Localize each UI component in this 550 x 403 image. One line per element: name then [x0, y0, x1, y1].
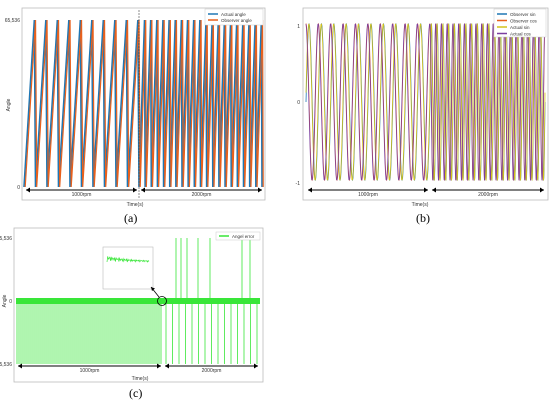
legend-entry: Angel error: [232, 234, 255, 239]
segment-2000rpm-arrow-left: [165, 363, 169, 369]
segment-2000rpm-label-bg: [196, 366, 227, 374]
segment-1000rpm-label-bg: [66, 190, 97, 198]
segment-1000rpm-arrow-left: [308, 187, 312, 193]
segment-2000rpm-arrow-right: [254, 363, 258, 369]
y-axis-label: Angle: [6, 98, 12, 111]
x-axis-label: Time(s): [127, 202, 144, 208]
panel-c-chart: 65,536 0 -65,536 Angle Time(s) 1000rpm 2000rpm…: [0, 227, 264, 383]
segment-2000rpm-arrow-right: [540, 187, 544, 193]
segment-1000rpm-label-bg: [353, 190, 383, 198]
segment-2000rpm-label: 2000rpm: [192, 192, 212, 198]
series-line-actual-cos: [305, 23, 546, 181]
caption-b: (b): [416, 211, 430, 225]
segment-1000rpm-arrow-right: [157, 363, 161, 369]
y-tick-label: 0: [9, 299, 12, 305]
legend-entry: Observer sin: [510, 12, 536, 17]
legend-entry: Actual cos: [510, 32, 532, 37]
x-axis-label: Time(s): [132, 376, 149, 382]
segment-1000rpm-label: 1000rpm: [72, 192, 92, 198]
legend-box: [204, 8, 264, 26]
zoom-inset-trace: [106, 256, 150, 263]
y-tick-label: 0: [17, 185, 20, 191]
x-axis-label: Time(s): [412, 202, 429, 208]
y-tick-label: 0: [297, 100, 300, 106]
error-baseline-band: [16, 298, 260, 304]
legend-box: [215, 231, 261, 241]
series-line-actual-sin: [305, 23, 546, 181]
segment-1000rpm-arrow-left: [18, 363, 22, 369]
legend-entry: Actual angle: [221, 12, 246, 17]
zoom-inset-frame: [102, 246, 154, 290]
legend-entry: Actual sin: [510, 25, 530, 30]
y-axis-label: Angle: [2, 294, 8, 307]
segment-2000rpm-arrow-left: [432, 187, 436, 193]
y-tick-label: -1: [296, 181, 301, 187]
series-line-angel-error: [16, 238, 258, 364]
segment-1000rpm-arrow-left: [26, 187, 30, 193]
segment-2000rpm-arrow-left: [141, 187, 145, 193]
legend: Angel error: [215, 231, 261, 241]
y-tick-label: -65,536: [0, 362, 12, 368]
segment-1000rpm-arrow-right: [424, 187, 428, 193]
caption-c: (c): [129, 386, 143, 400]
segment-1000rpm-label: 1000rpm: [80, 368, 100, 374]
segment-2000rpm-label-bg: [473, 190, 503, 198]
y-tick-label: 1: [297, 24, 300, 30]
y-tick-label: 65,536: [5, 18, 21, 24]
panel-a-chart: 65,536 0 Angle Time(s) 1000rpm 2000rpm Actual …: [5, 7, 266, 208]
segment-2000rpm-label: 2000rpm: [478, 192, 498, 198]
legend-entry: Observer angle: [221, 18, 252, 23]
zoom-marker-circle: [157, 296, 167, 306]
segment-1000rpm-label-bg: [74, 366, 105, 374]
segment-1000rpm-label: 1000rpm: [358, 192, 378, 198]
legend-entry: Observer cos: [510, 19, 538, 24]
zoom-arrow-head: [151, 287, 155, 291]
y-tick-label: 65,536: [0, 236, 12, 242]
segment-1000rpm-arrow-right: [133, 187, 137, 193]
zoom-inset: [102, 246, 154, 290]
caption-a: (a): [124, 211, 138, 225]
segment-2000rpm-label: 2000rpm: [202, 368, 222, 374]
segment-2000rpm-arrow-right: [258, 187, 262, 193]
segment-2000rpm-label-bg: [186, 190, 217, 198]
